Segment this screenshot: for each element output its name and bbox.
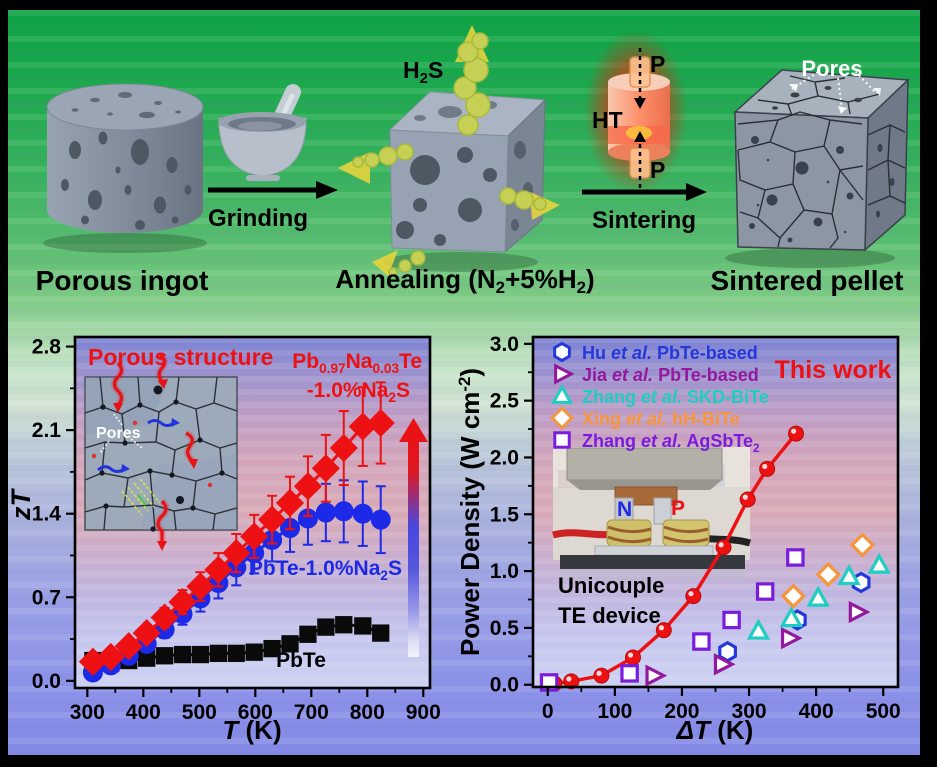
- hot-press-label: HT: [592, 107, 623, 133]
- hot-press-illustration: [584, 30, 688, 194]
- legend-item-xing: Xing et al. hH-BiTe: [582, 409, 740, 429]
- zt-chart: Pores Porous structure Pb0.97Na0.03Te -1…: [6, 336, 441, 745]
- device-n-leg-label: N: [617, 498, 632, 521]
- mortar-pestle-icon: [218, 84, 307, 181]
- h2s-smoke: [352, 32, 547, 277]
- svg-text:1.4: 1.4: [32, 503, 62, 526]
- legend-item-jia: Jia et al. PbTe-based: [582, 365, 759, 385]
- series-label-red-1: Pb0.97Na0.03Te: [292, 350, 422, 376]
- device-photo-inset: N P: [552, 447, 752, 579]
- series-label-blue: PbTe-1.0%Na2S: [249, 557, 402, 583]
- porous-ingot-illustration: [43, 83, 207, 253]
- zt-gradient-arrow: [399, 418, 428, 657]
- pressure-top-label: P: [650, 51, 665, 77]
- svg-text:0: 0: [542, 700, 554, 723]
- zt-series-2: [78, 381, 395, 676]
- svg-text:0.5: 0.5: [490, 617, 520, 640]
- sintering-label: Sintering: [592, 207, 696, 234]
- svg-text:2.5: 2.5: [490, 390, 520, 413]
- legend-item-hu: Hu et al. PbTe-based: [582, 343, 758, 363]
- svg-text:900: 900: [406, 701, 441, 724]
- pellet-pores: [749, 86, 895, 243]
- svg-text:1.0: 1.0: [490, 560, 519, 583]
- device-p-leg-label: P: [671, 497, 685, 520]
- this-work-label: This work: [775, 356, 892, 384]
- lit-series-2: [746, 552, 891, 640]
- lit-series-3: [780, 532, 876, 609]
- zt-y-axis-label: zT: [6, 488, 36, 522]
- svg-text:800: 800: [350, 701, 385, 724]
- porous-ingot-label: Porous ingot: [36, 265, 209, 296]
- svg-text:700: 700: [294, 701, 329, 724]
- svg-text:1.5: 1.5: [490, 503, 520, 526]
- inset-title: Porous structure: [88, 344, 273, 370]
- inset-pores-label: Pores: [96, 425, 141, 442]
- legend-item-zhang-agsbte: Zhang et al. AgSbTe2: [582, 431, 760, 455]
- sintering-arrow: [582, 183, 707, 201]
- svg-text:0.7: 0.7: [32, 586, 61, 609]
- legend-item-zhang-skd: Zhang et al. SKD-BiTe: [582, 387, 769, 407]
- power-density-chart: N P Unicouple TE device Hu et al. PbTe-b…: [455, 333, 901, 745]
- svg-text:300: 300: [732, 700, 767, 723]
- grinding-label: Grinding: [208, 205, 308, 232]
- svg-text:500: 500: [866, 700, 901, 723]
- svg-text:0.0: 0.0: [490, 674, 519, 697]
- process-diagram: Porous ingot Grinding: [36, 25, 910, 297]
- h2s-label: H2S: [403, 57, 443, 87]
- inset-grain-dots: [99, 385, 225, 532]
- svg-text:500: 500: [182, 701, 217, 724]
- svg-text:2.8: 2.8: [32, 336, 62, 359]
- svg-text:300: 300: [70, 701, 105, 724]
- svg-text:0.0: 0.0: [32, 670, 61, 693]
- svg-text:600: 600: [238, 701, 273, 724]
- zt-x-axis-label: T (K): [222, 715, 281, 745]
- device-caption-2: TE device: [558, 603, 661, 628]
- sintered-pellet-label: Sintered pellet: [711, 265, 904, 296]
- legend-markers: [550, 341, 575, 449]
- zt-axes: 300 400 500 600 700 800 900 0.0 0.7 1.4 2.1 2.8: [32, 336, 441, 724]
- svg-text:3.0: 3.0: [490, 333, 519, 356]
- legend: Hu et al. PbTe-based Jia et al. PbTe-bas…: [582, 343, 769, 455]
- svg-text:2.1: 2.1: [32, 419, 62, 442]
- series-label-black: PbTe: [276, 649, 326, 672]
- svg-text:100: 100: [597, 700, 632, 723]
- svg-text:200: 200: [664, 700, 699, 723]
- pd-axes: 0 100 200 300 400 500 0.0 0.5 1.0 1.5 2.0 2.5 3.0: [490, 333, 901, 723]
- pellet-pores-label: Pores: [801, 56, 862, 81]
- annealing-label: Annealing (N2+5%H2): [335, 264, 594, 297]
- svg-text:2.0: 2.0: [490, 446, 519, 469]
- svg-text:400: 400: [126, 701, 161, 724]
- series-label-red-2: -1.0%Na2S: [307, 379, 410, 405]
- lit-series-1: [645, 600, 871, 687]
- inset-nanostructure: [121, 478, 161, 516]
- svg-text:400: 400: [799, 700, 834, 723]
- pressure-bottom-label: P: [650, 157, 665, 183]
- microstructure-inset: Pores: [84, 352, 238, 551]
- grinding-arrow: [208, 181, 338, 199]
- device-caption-1: Unicouple: [558, 573, 664, 598]
- annealing-cube-illustration: [338, 25, 560, 277]
- sintered-pellet-illustration: [725, 67, 910, 268]
- pd-x-axis-label: ΔT (K): [676, 715, 754, 745]
- grain-boundaries: [737, 75, 906, 249]
- pd-y-axis-label: Power Density (W cm-2): [455, 368, 485, 656]
- phonon-arrows: [97, 352, 198, 551]
